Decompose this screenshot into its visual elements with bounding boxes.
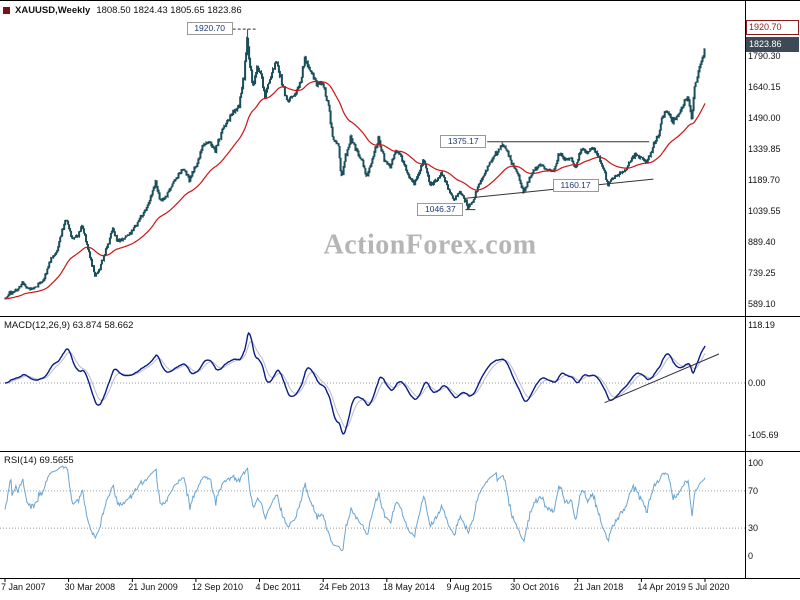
date-label: 30 Oct 2016 xyxy=(510,582,560,592)
axis-label-alltime-high: 1920.70 xyxy=(746,20,799,35)
rsi-axis-label: 100 xyxy=(748,458,764,468)
moving-average-line xyxy=(4,80,706,300)
date-label: 5 Jul 2020 xyxy=(688,582,730,592)
axis-label-current-price: 1823.86 xyxy=(746,37,799,52)
price-annotation-1160-17: 1160.17 xyxy=(552,179,599,193)
price-bars xyxy=(4,29,706,300)
date-label: 21 Jun 2009 xyxy=(128,582,178,592)
ohlc-values: 1808.50 1824.43 1805.65 1823.86 xyxy=(96,5,242,16)
chart-icon xyxy=(3,7,10,14)
date-label: 7 Jan 2007 xyxy=(1,582,46,592)
macd-panel xyxy=(4,332,706,435)
price-axis-label: 1189.70 xyxy=(748,175,780,185)
symbol-label: XAUUSD,Weekly xyxy=(15,5,91,16)
price-axis-label: 739.25 xyxy=(748,268,776,278)
date-label: 4 Dec 2011 xyxy=(255,582,301,592)
price-axis-label: 589.10 xyxy=(748,299,776,309)
date-label: 9 Aug 2015 xyxy=(446,582,492,592)
price-axis-label: 1039.55 xyxy=(748,206,781,216)
date-label: 30 Mar 2008 xyxy=(64,582,116,592)
rsi-axis-label: 0 xyxy=(748,551,754,561)
date-label: 18 May 2014 xyxy=(382,582,435,592)
macd-axis-label: 0.00 xyxy=(748,378,766,388)
price-panel xyxy=(4,29,706,300)
price-axis-label: 889.40 xyxy=(748,237,776,247)
rsi-line xyxy=(4,465,706,552)
price-close-line xyxy=(4,37,706,300)
price-annotation-1046-37: 1046.37 xyxy=(417,202,464,216)
macd-line xyxy=(4,332,706,435)
macd-axis-label: -105.69 xyxy=(748,429,779,440)
price-annotation-1920-70: 1920.70 xyxy=(186,22,233,36)
price-axis-label: 1790.30 xyxy=(748,51,781,61)
rsi-axis-label: 70 xyxy=(748,485,759,496)
macd-axis-label: 118.19 xyxy=(748,319,775,330)
date-label: 14 Apr 2019 xyxy=(637,582,686,592)
date-label: 12 Sep 2010 xyxy=(191,582,243,592)
macd-signal-line xyxy=(5,340,706,429)
price-axis-label: 1490.00 xyxy=(748,113,781,123)
rsi-header: RSI(14) 69.5655 xyxy=(4,455,74,466)
price-annotation-1375-17: 1375.17 xyxy=(440,134,487,148)
watermark: ActionForex.com xyxy=(323,229,537,261)
price-axis-label: 1640.15 xyxy=(748,82,781,92)
trendline-4 xyxy=(604,353,720,404)
date-label: 21 Jan 2018 xyxy=(573,582,624,592)
price-axis-label: 1339.85 xyxy=(748,144,781,154)
rsi-panel xyxy=(4,465,706,552)
symbol-header: XAUUSD,Weekly 1808.50 1824.43 1805.65 182… xyxy=(3,5,242,16)
rsi-axis-label: 30 xyxy=(748,523,759,534)
date-label: 24 Feb 2013 xyxy=(319,582,370,592)
macd-header: MACD(12,26,9) 63.874 58.662 xyxy=(4,320,134,331)
